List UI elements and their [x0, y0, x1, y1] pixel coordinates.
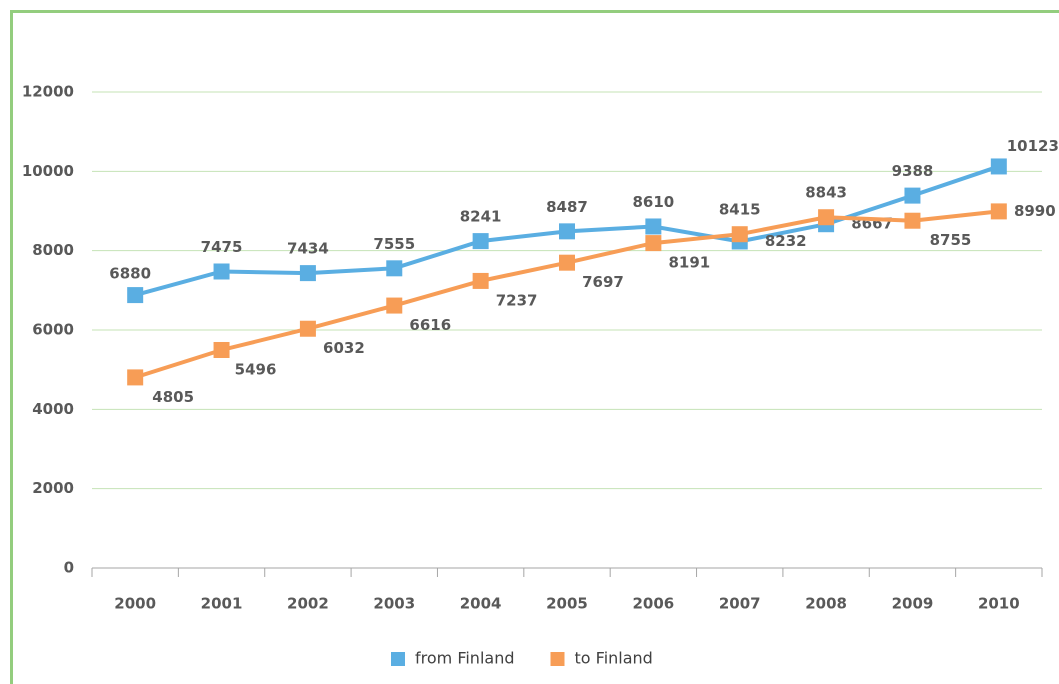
marker: [127, 369, 144, 386]
x-tick-label: 2001: [201, 595, 243, 613]
x-tick-label: 2008: [805, 595, 847, 613]
legend-swatch: [391, 652, 405, 666]
x-tick-label: 2006: [632, 595, 674, 613]
data-label: 7237: [496, 291, 538, 309]
data-label: 8990: [1014, 202, 1056, 220]
legend-label: to Finland: [575, 649, 653, 668]
x-tick-label: 2009: [892, 595, 934, 613]
data-label: 7555: [373, 235, 415, 253]
marker: [559, 223, 575, 240]
data-label: 10123: [1007, 137, 1059, 155]
x-tick-label: 2010: [978, 595, 1020, 613]
data-label: 8415: [719, 201, 761, 219]
marker: [386, 260, 403, 277]
marker: [213, 263, 230, 280]
legend-label: from Finland: [415, 649, 515, 668]
frame: [10, 10, 1059, 684]
marker: [904, 212, 921, 229]
y-tick-label: 4000: [32, 400, 74, 418]
marker: [299, 265, 316, 282]
y-tick-label: 0: [64, 559, 74, 577]
y-tick-label: 12000: [22, 83, 74, 101]
marker: [299, 320, 316, 337]
data-label: 8191: [668, 254, 710, 272]
marker: [645, 235, 662, 252]
data-label: 8610: [632, 193, 674, 211]
marker: [990, 203, 1007, 220]
marker: [559, 254, 575, 271]
marker: [472, 233, 489, 250]
marker: [818, 209, 835, 226]
data-label: 6880: [109, 265, 151, 283]
data-label: 9388: [892, 162, 934, 180]
data-label: 7434: [287, 240, 329, 258]
x-tick-label: 2004: [460, 595, 502, 613]
marker: [645, 218, 662, 235]
marker: [127, 287, 144, 304]
x-tick-label: 2005: [546, 595, 588, 613]
marker: [990, 158, 1007, 175]
y-tick-label: 2000: [32, 479, 74, 497]
data-label: 5496: [235, 360, 277, 378]
data-label: 7697: [582, 273, 624, 291]
data-label: 6032: [323, 339, 365, 357]
data-label: 7475: [201, 238, 243, 256]
marker: [472, 272, 489, 289]
y-tick-label: 10000: [22, 162, 74, 180]
data-label: 8232: [765, 232, 807, 250]
y-tick-label: 8000: [32, 241, 74, 259]
data-label: 8755: [930, 231, 972, 249]
legend-swatch: [550, 652, 565, 666]
x-tick-label: 2002: [287, 595, 329, 613]
data-label: 8241: [460, 208, 502, 226]
data-label: 8843: [805, 184, 847, 202]
marker: [904, 187, 921, 204]
marker: [213, 341, 230, 358]
marker: [386, 297, 403, 314]
data-label: 8487: [546, 198, 588, 216]
x-tick-label: 2007: [719, 595, 761, 613]
data-label: 4805: [152, 388, 194, 406]
x-tick-label: 2000: [114, 595, 156, 613]
x-tick-label: 2003: [373, 595, 415, 613]
y-tick-label: 6000: [32, 321, 74, 339]
data-label: 6616: [409, 316, 451, 334]
marker: [731, 226, 748, 243]
